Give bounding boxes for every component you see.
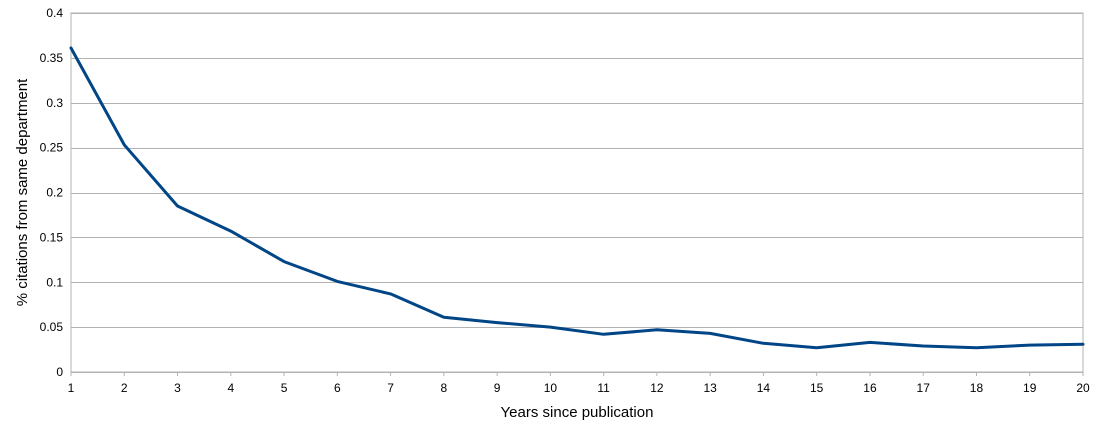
plot-area-frame — [70, 12, 1084, 373]
y-tick-label: 0.25 — [40, 141, 64, 155]
gridlines — [70, 13, 1084, 376]
x-tick-label: 11 — [597, 381, 610, 395]
y-tick-label: 0.4 — [46, 6, 63, 20]
x-tick-label: 7 — [387, 381, 394, 395]
y-tick-label: 0.35 — [40, 51, 64, 65]
x-tick-label: 3 — [174, 381, 181, 395]
y-tick-label: 0.3 — [46, 96, 63, 110]
y-tick-label: 0 — [56, 365, 63, 379]
x-axis-title: Years since publication — [501, 404, 654, 421]
x-tick-label: 4 — [227, 381, 234, 395]
x-tick-label: 16 — [863, 381, 877, 395]
series-line — [69, 46, 1085, 350]
x-tick-label: 1 — [68, 381, 75, 395]
x-tick-label: 18 — [970, 381, 984, 395]
x-tick-label: 12 — [650, 381, 664, 395]
x-tick-label: 17 — [917, 381, 931, 395]
y-tick-label: 0.15 — [40, 230, 64, 244]
x-tick-label: 9 — [494, 381, 501, 395]
y-tick-label: 0.1 — [46, 275, 63, 289]
x-tick-label: 13 — [703, 381, 717, 395]
y-tick-label: 0.2 — [46, 186, 63, 200]
series-layer — [69, 46, 1085, 350]
x-tick-label: 14 — [757, 381, 771, 395]
x-axis-tick-labels: 1 2 3 4 5 6 7 8 9 10 11 12 13 14 15 16 17 18 19 20 — [68, 381, 1090, 395]
x-tick-label: 15 — [810, 381, 824, 395]
y-axis-title: % citations from same department — [14, 78, 31, 306]
x-tick-label: 2 — [121, 381, 128, 395]
x-tick-label: 8 — [440, 381, 447, 395]
x-tick-label: 10 — [544, 381, 558, 395]
x-tick-label: 20 — [1076, 381, 1090, 395]
x-tick-label: 19 — [1023, 381, 1037, 395]
x-tick-label: 5 — [281, 381, 288, 395]
y-tick-label: 0.05 — [40, 320, 64, 334]
y-axis-tick-labels: 0 0.05 0.1 0.15 0.2 0.25 0.3 0.35 0.4 — [40, 6, 64, 379]
x-tick-label: 6 — [334, 381, 341, 395]
